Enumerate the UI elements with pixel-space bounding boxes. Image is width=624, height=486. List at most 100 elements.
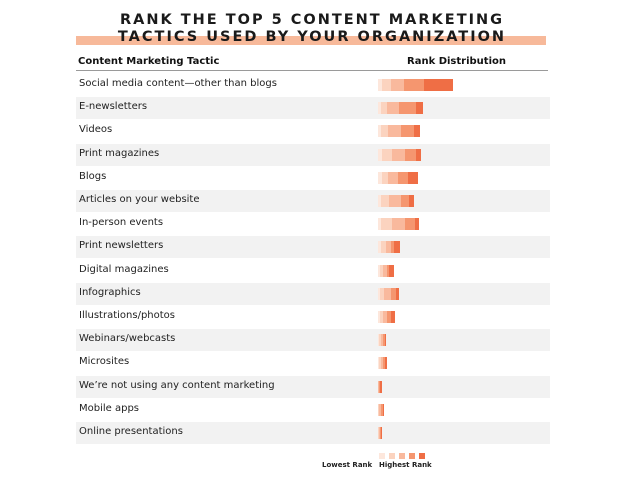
bar-segment-rank-4 xyxy=(381,218,392,231)
table-row: Print newsletters xyxy=(76,236,550,259)
bar-segment-rank-5 xyxy=(378,311,380,323)
bar-segment-rank-2 xyxy=(391,241,394,254)
column-header-tactic: Content Marketing Tactic xyxy=(78,56,220,67)
bar-segment-rank-4 xyxy=(382,171,388,184)
legend-lowest-rank-label: Lowest Rank xyxy=(322,461,373,469)
bar-segment-rank-1 xyxy=(394,241,400,254)
bar-segment-rank-4 xyxy=(379,357,381,370)
bar-segment-rank-1 xyxy=(381,427,382,439)
bar-segment-rank-3 xyxy=(386,241,391,254)
bar-segment-rank-4 xyxy=(381,102,387,115)
bar-segment-rank-3 xyxy=(387,102,399,115)
tactic-label: Articles on your website xyxy=(79,194,200,205)
bar-segment-rank-1 xyxy=(409,195,414,207)
table-row: Microsites xyxy=(76,352,550,374)
tactic-label: Print newsletters xyxy=(79,240,164,252)
bar-segment-rank-1 xyxy=(424,79,453,91)
legend-swatch-rank-1 xyxy=(419,453,425,459)
bar-segment-rank-5 xyxy=(378,241,381,254)
bar-segment-rank-3 xyxy=(392,218,405,231)
bar-segment-rank-1 xyxy=(385,334,386,347)
bar-segment-rank-2 xyxy=(399,102,416,115)
tactic-label: Microsites xyxy=(79,356,130,368)
bar-segment-rank-3 xyxy=(388,125,401,138)
bar-segment-rank-3 xyxy=(378,380,379,393)
tactic-label: In-person events xyxy=(79,217,164,229)
bar-segment-rank-4 xyxy=(381,125,388,138)
table-row: We’re not using any content marketing xyxy=(76,375,550,398)
tactic-label: Print magazines xyxy=(79,147,160,159)
header-divider xyxy=(76,70,548,71)
bar-segment-rank-1 xyxy=(415,218,419,231)
bar-segment-rank-3 xyxy=(379,427,380,439)
bar-segment-rank-4 xyxy=(378,403,379,416)
bar-segment-rank-5 xyxy=(378,171,382,184)
bar-segment-rank-5 xyxy=(378,287,380,300)
bar-segment-rank-4 xyxy=(382,79,391,91)
bar-segment-rank-2 xyxy=(387,264,389,277)
bar-segment-rank-5 xyxy=(378,148,382,161)
bar-segment-rank-2 xyxy=(398,171,408,184)
bar-segment-rank-2 xyxy=(391,287,396,300)
table-row: In-person events xyxy=(76,213,550,235)
bar-segment-rank-1 xyxy=(383,403,384,416)
tactic-label: Blogs xyxy=(79,170,107,182)
bar-segment-rank-3 xyxy=(391,79,404,91)
table-row: Mobile apps xyxy=(76,399,550,421)
table-row: Articles on your website xyxy=(76,190,550,212)
tactic-label: We’re not using any content marketing xyxy=(79,379,275,391)
bar-segment-rank-4 xyxy=(381,195,389,207)
tactic-label: Online presentations xyxy=(79,426,183,437)
bar-segment-rank-3 xyxy=(388,171,398,184)
bar-segment-rank-1 xyxy=(414,125,420,138)
bar-segment-rank-2 xyxy=(405,218,415,231)
bar-segment-rank-2 xyxy=(380,427,381,439)
bar-segment-rank-3 xyxy=(384,287,391,300)
bar-segment-rank-5 xyxy=(378,264,380,277)
bar-segment-rank-2 xyxy=(381,403,383,416)
legend-swatch-rank-3 xyxy=(399,453,405,459)
column-header-rank-distribution: Rank Distribution xyxy=(407,56,506,67)
bar-segment-rank-5 xyxy=(378,79,382,91)
bar-segment-rank-3 xyxy=(381,357,383,370)
chart-title-line-2: TACTICS USED BY YOUR ORGANIZATION xyxy=(117,29,507,45)
bar-segment-rank-3 xyxy=(379,403,381,416)
bar-segment-rank-1 xyxy=(416,102,423,115)
tactic-label: Webinars/webcasts xyxy=(79,333,176,345)
bar-segment-rank-1 xyxy=(408,171,418,184)
bar-segment-rank-2 xyxy=(387,311,391,323)
table-row: Blogs xyxy=(76,167,550,189)
bar-segment-rank-5 xyxy=(378,125,381,138)
bar-segment-rank-5 xyxy=(378,102,381,115)
bar-segment-rank-4 xyxy=(380,287,384,300)
bar-segment-rank-5 xyxy=(378,218,381,231)
bar-segment-rank-3 xyxy=(381,334,383,347)
legend-highest-rank-label: Highest Rank xyxy=(379,461,432,469)
bar-segment-rank-3 xyxy=(383,264,387,277)
table-row: Online presentations xyxy=(76,422,550,444)
bar-segment-rank-5 xyxy=(378,334,379,347)
tactic-label: E-newsletters xyxy=(79,101,148,113)
bar-segment-rank-5 xyxy=(378,357,379,370)
bar-segment-rank-2 xyxy=(383,334,385,347)
tactic-label: Infographics xyxy=(79,286,141,298)
table-row: Illustrations/photos xyxy=(76,306,550,328)
bar-segment-rank-4 xyxy=(380,311,383,323)
tactic-label: Social media content—other than blogs xyxy=(79,78,277,89)
bar-segment-rank-4 xyxy=(380,264,383,277)
bar-segment-rank-2 xyxy=(379,380,380,393)
bar-segment-rank-1 xyxy=(391,311,395,323)
bar-segment-rank-2 xyxy=(405,148,416,161)
legend-swatch-rank-5 xyxy=(379,453,385,459)
title-highlight-band xyxy=(76,36,546,45)
bar-segment-rank-4 xyxy=(382,148,392,161)
bar-segment-rank-2 xyxy=(401,125,414,138)
tactic-label: Mobile apps xyxy=(79,402,140,414)
table-row: Videos xyxy=(76,120,550,142)
table-row: Infographics xyxy=(76,282,550,305)
bar-segment-rank-3 xyxy=(383,311,387,323)
bar-segment-rank-4 xyxy=(379,334,381,347)
bar-segment-rank-2 xyxy=(404,79,424,91)
table-row: E-newsletters xyxy=(76,97,550,120)
bar-segment-rank-2 xyxy=(401,195,409,207)
